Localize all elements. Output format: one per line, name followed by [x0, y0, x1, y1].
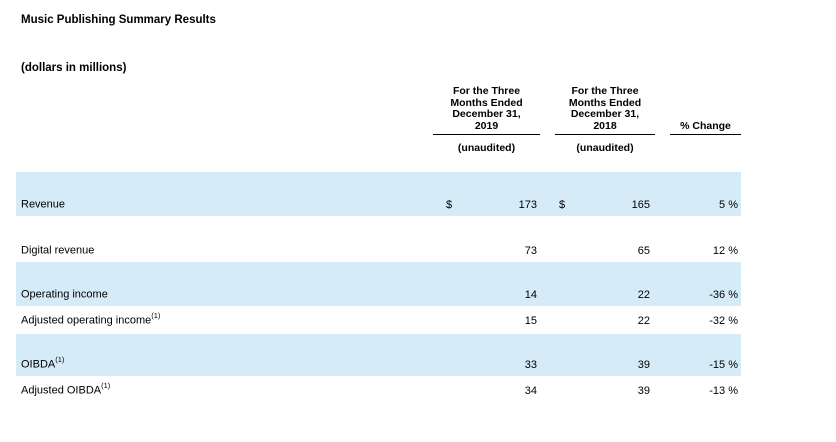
- row-label: Digital revenue: [16, 242, 433, 262]
- row-label-text: Digital revenue: [21, 245, 95, 257]
- table-row-revenue: Revenue $173 $165 5 %: [16, 172, 741, 216]
- value-2019: 33: [524, 359, 537, 371]
- currency-symbol: $: [446, 199, 453, 211]
- subheader-gap: [655, 142, 670, 154]
- column-header-2019: For the Three Months Ended December 31, …: [433, 85, 540, 135]
- table-header-row: For the Three Months Ended December 31, …: [16, 85, 741, 135]
- table-row-digital-revenue: Digital revenue 73 65 12 %: [16, 216, 741, 262]
- value-2018: 165: [631, 199, 650, 211]
- column-header-2018-line2: Months Ended: [568, 96, 642, 109]
- row-label: Adjusted operating income(1): [16, 311, 433, 334]
- page-title: Music Publishing Summary Results: [21, 14, 216, 26]
- footnote-marker: (1): [55, 355, 65, 365]
- row-label-text: OIBDA: [21, 359, 56, 371]
- unaudited-label-2018: (unaudited): [576, 142, 634, 154]
- value-2019-cell: 33: [433, 359, 540, 376]
- value-2019: 73: [524, 245, 537, 257]
- table-row-oibda: OIBDA(1) 33 39 -15 %: [16, 334, 741, 376]
- row-label-text: Operating income: [21, 289, 108, 301]
- value-2018: 39: [637, 385, 650, 397]
- column-header-2018-line3: December 31,: [570, 108, 640, 120]
- header-gap: [540, 86, 555, 135]
- row-label-text: Adjusted operating income: [21, 315, 152, 327]
- value-2018-cell: 22: [555, 289, 655, 306]
- table-body: Revenue $173 $165 5 % Digital revenue 73…: [16, 172, 741, 404]
- row-label: Adjusted OIBDA(1): [16, 381, 433, 404]
- table-row-adjusted-oibda: Adjusted OIBDA(1) 34 39 -13 %: [16, 376, 741, 404]
- pct-change-value: -13 %: [709, 385, 738, 397]
- row-label-text: Adjusted OIBDA: [21, 385, 102, 397]
- value-2019: 34: [524, 385, 537, 397]
- pct-change-value: 5 %: [719, 199, 738, 211]
- column-header-2018: For the Three Months Ended December 31, …: [555, 85, 655, 135]
- header-gap: [655, 86, 670, 135]
- column-header-2019-line3: December 31,: [452, 108, 521, 120]
- table-row-operating-income: Operating income 14 22 -36 %: [16, 262, 741, 306]
- row-label-text: Revenue: [21, 199, 66, 211]
- pct-change-value: 12 %: [712, 245, 738, 257]
- value-2019-cell: 14: [433, 289, 540, 306]
- row-label: Revenue: [16, 196, 433, 216]
- value-2018: 65: [637, 245, 650, 257]
- document-page: Music Publishing Summary Results (dollar…: [16, 14, 741, 404]
- table-row-adjusted-operating-income: Adjusted operating income(1) 15 22 -32 %: [16, 306, 741, 334]
- row-label: OIBDA(1): [16, 355, 433, 376]
- column-header-pct-change: % Change: [670, 120, 741, 135]
- column-header-2018-year: 2018: [593, 119, 617, 132]
- value-2019-cell: 34: [433, 385, 540, 404]
- pct-change-value: -36 %: [709, 289, 738, 301]
- subheader-spacer: [16, 142, 433, 154]
- footnote-marker: (1): [151, 311, 161, 321]
- subheader-spacer: [670, 142, 741, 154]
- value-2019: 173: [518, 199, 537, 211]
- units-note: (dollars in millions): [21, 62, 127, 74]
- value-2018: 22: [637, 315, 650, 327]
- unaudited-label-2019: (unaudited): [457, 142, 516, 154]
- value-2018: 39: [637, 359, 650, 371]
- footnote-marker: (1): [101, 381, 111, 391]
- value-2018-cell: 39: [555, 359, 655, 376]
- column-header-2019-line2: Months Ended: [450, 96, 523, 109]
- currency-symbol: $: [559, 199, 566, 211]
- column-header-2018-line1: For the Three: [571, 85, 639, 97]
- value-2018-cell: 65: [555, 245, 655, 262]
- table-subheader-row: (unaudited) (unaudited): [16, 142, 741, 154]
- value-2018-cell: 39: [555, 385, 655, 404]
- value-2019: 14: [524, 289, 537, 301]
- value-2019-cell: $173: [433, 199, 540, 216]
- pct-change-value: -32 %: [709, 315, 738, 327]
- value-2018-cell: 22: [555, 315, 655, 334]
- value-2019-cell: 73: [433, 245, 540, 262]
- row-label: Operating income: [16, 286, 433, 306]
- subheader-gap: [540, 142, 555, 154]
- value-2019-cell: 15: [433, 315, 540, 334]
- header-spacer: [16, 86, 433, 135]
- column-header-2019-year: 2019: [474, 119, 499, 132]
- column-header-2019-line1: For the Three: [452, 85, 521, 97]
- value-2018: 22: [637, 289, 650, 301]
- summary-results-table: For the Three Months Ended December 31, …: [16, 85, 741, 404]
- value-2019: 15: [524, 315, 537, 327]
- value-2018-cell: $165: [555, 199, 655, 216]
- pct-change-value: -15 %: [709, 359, 738, 371]
